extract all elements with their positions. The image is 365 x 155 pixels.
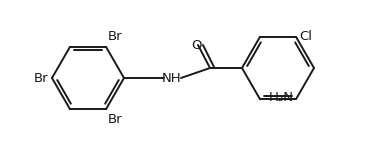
Text: Br: Br <box>108 30 123 43</box>
Text: O: O <box>191 39 201 52</box>
Text: Br: Br <box>33 71 48 84</box>
Text: NH: NH <box>162 71 182 84</box>
Text: Cl: Cl <box>299 30 312 43</box>
Text: Br: Br <box>108 113 123 126</box>
Text: H₂N: H₂N <box>269 91 294 104</box>
